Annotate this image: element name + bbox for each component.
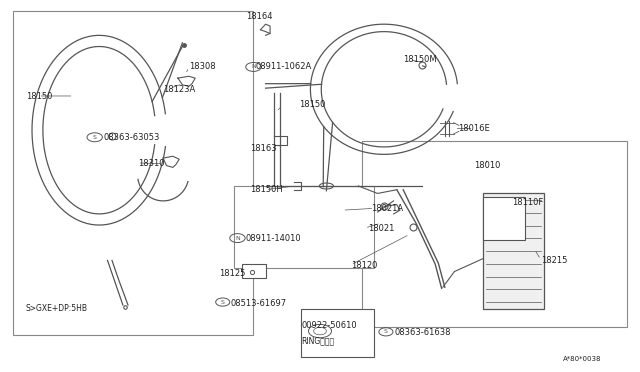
Text: 08363-61638: 08363-61638 [394, 328, 451, 337]
Bar [242, 264, 266, 278]
Text: 18021: 18021 [368, 224, 394, 233]
Bar [13, 11, 253, 335]
Text: S>GXE+DP:5HB: S>GXE+DP:5HB [26, 304, 88, 313]
Text: RINGリング: RINGリング [301, 336, 335, 345]
Text: 18310: 18310 [138, 159, 164, 168]
Text: 18308: 18308 [189, 62, 216, 71]
Text: N: N [251, 64, 256, 70]
Text: S: S [384, 329, 388, 334]
Text: 18215: 18215 [541, 256, 567, 265]
Text: 18110F: 18110F [512, 198, 543, 207]
Text: 18010: 18010 [474, 161, 500, 170]
Text: 18164: 18164 [246, 12, 273, 21]
Text: 18150M: 18150M [403, 55, 437, 64]
Bar [301, 309, 374, 357]
Bar [483, 193, 544, 309]
Text: 18021A: 18021A [371, 204, 403, 213]
Bar [362, 141, 627, 327]
Text: 08513-61697: 08513-61697 [230, 299, 287, 308]
Text: 18123A: 18123A [163, 85, 195, 94]
Text: 18150: 18150 [26, 92, 52, 101]
Text: 00922-50610: 00922-50610 [301, 321, 357, 330]
Text: 18163: 18163 [250, 144, 276, 153]
Bar [483, 197, 525, 240]
Text: 18150: 18150 [300, 100, 326, 109]
Text: 18150H: 18150H [250, 185, 282, 194]
Text: 08363-63053: 08363-63053 [104, 133, 160, 142]
Text: 18125: 18125 [219, 269, 245, 278]
Bar [234, 186, 374, 268]
Text: A*80*0038: A*80*0038 [563, 356, 602, 362]
Text: 08911-1062A: 08911-1062A [256, 62, 312, 71]
Text: 18016E: 18016E [458, 124, 490, 133]
Text: 08911-14010: 08911-14010 [245, 234, 301, 243]
Text: S: S [93, 135, 97, 140]
Text: N: N [235, 235, 240, 241]
Text: S: S [221, 299, 225, 305]
Text: 18120: 18120 [351, 262, 377, 270]
